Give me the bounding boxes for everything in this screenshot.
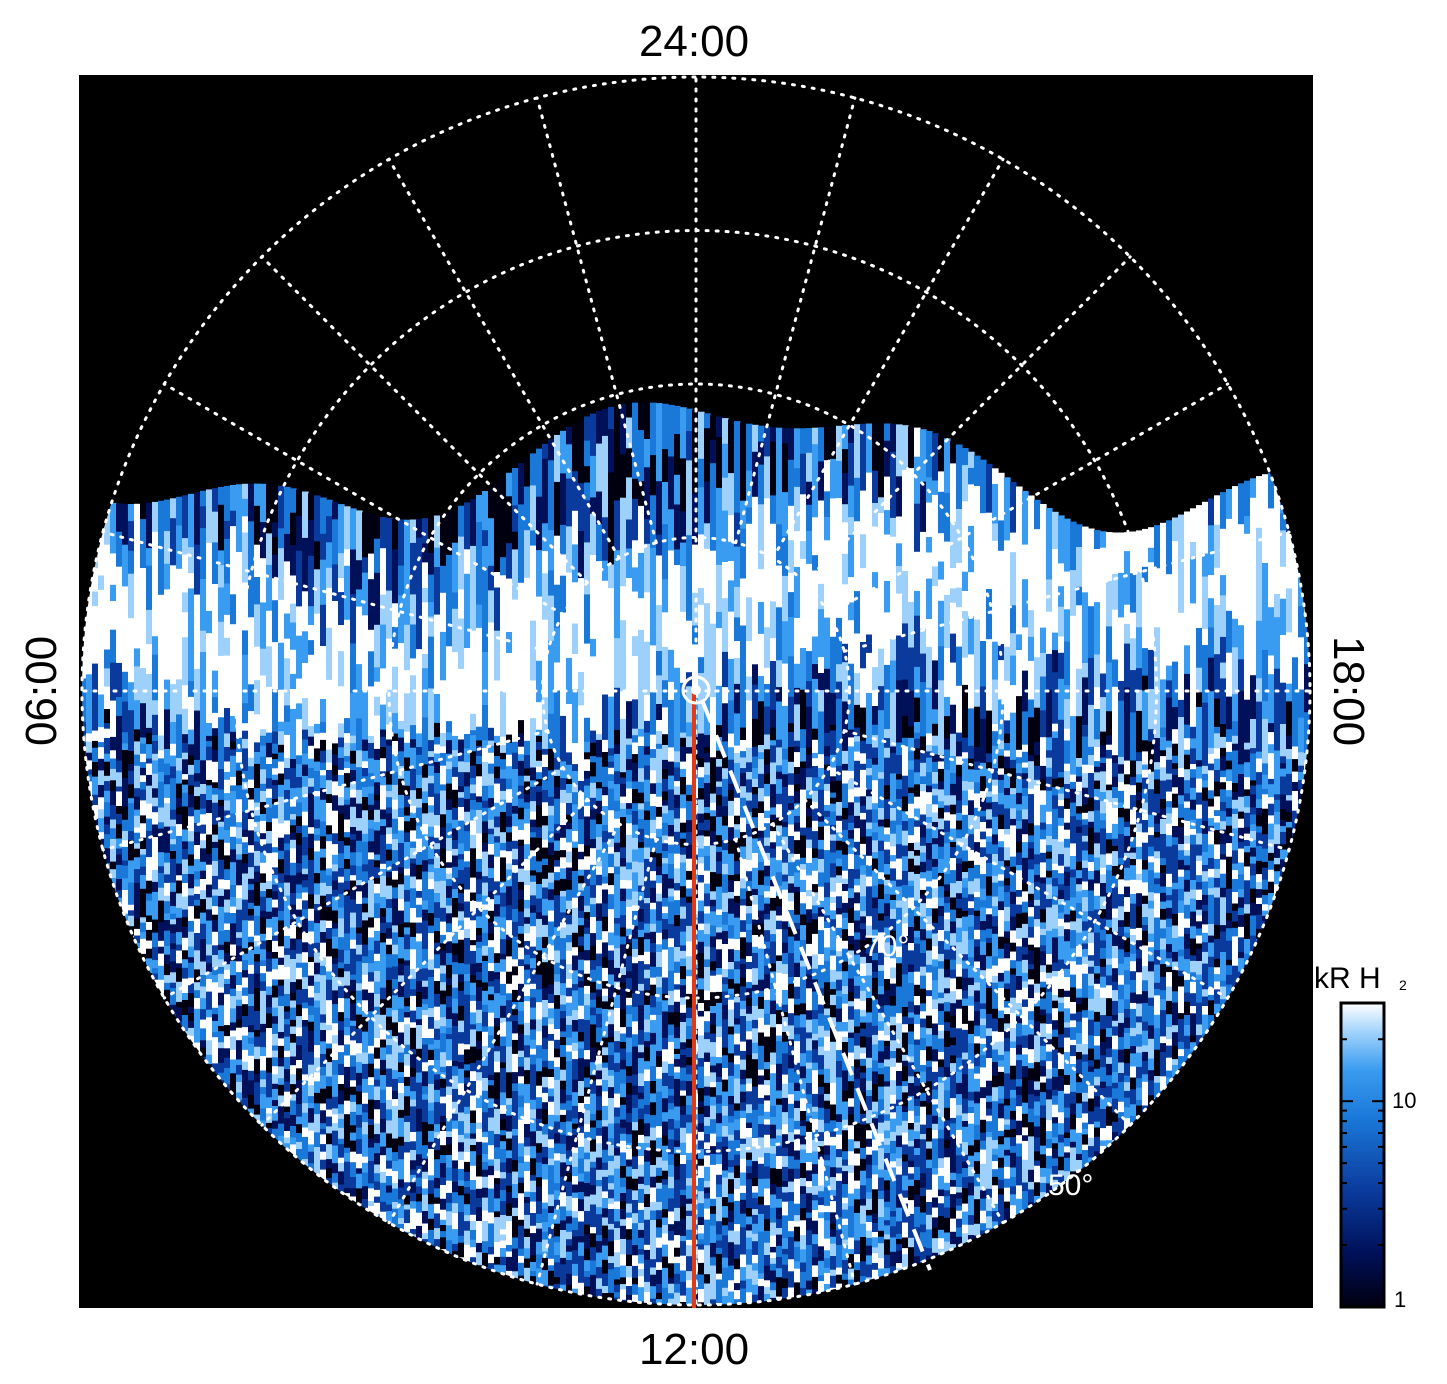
meridian-line	[803, 255, 1132, 584]
meridian-line	[734, 96, 857, 545]
latitude-circle-50	[80, 75, 1312, 1307]
colorbar: kR H 2 10 1	[1314, 962, 1416, 1312]
meridian-line	[162, 382, 565, 616]
dashed-track-line	[700, 699, 932, 1271]
meridian-line	[101, 530, 550, 653]
colorbar-tick-label-1: 1	[1394, 1287, 1406, 1312]
meridian-line	[162, 766, 565, 1000]
meridian-line	[734, 837, 857, 1286]
colorbar-title-subscript: 2	[1399, 977, 1407, 993]
meridian-line	[387, 822, 621, 1225]
local-time-label-top: 24:00	[639, 17, 749, 66]
meridian-line	[842, 729, 1291, 852]
latitude-label-50: 50°	[1048, 1169, 1093, 1202]
meridian-line	[535, 837, 658, 1286]
meridian-line	[387, 157, 621, 560]
local-time-label-left: 06:00	[17, 636, 66, 746]
colorbar-title: kR H	[1314, 962, 1381, 995]
meridian-line	[842, 530, 1291, 653]
meridian-line	[535, 96, 658, 545]
meridian-line	[803, 798, 1132, 1127]
meridian-line	[101, 729, 550, 852]
colorbar-tick-label-10: 10	[1392, 1088, 1416, 1113]
local-time-label-bottom: 12:00	[639, 1325, 749, 1374]
latitude-label-70: 70°	[864, 930, 909, 963]
local-time-label-right: 18:00	[1324, 636, 1373, 746]
meridian-line	[771, 822, 1005, 1225]
meridian-line	[827, 766, 1230, 1000]
colorbar-ticks	[1341, 1002, 1384, 1308]
pole-marker-outer	[681, 675, 711, 705]
pole-marker-inner	[691, 685, 701, 695]
meridian-line	[771, 157, 1005, 560]
colorbar-gradient	[1339, 1001, 1386, 1309]
meridian-line	[827, 382, 1230, 616]
meridian-line	[260, 255, 589, 584]
meridian-line	[260, 798, 589, 1127]
